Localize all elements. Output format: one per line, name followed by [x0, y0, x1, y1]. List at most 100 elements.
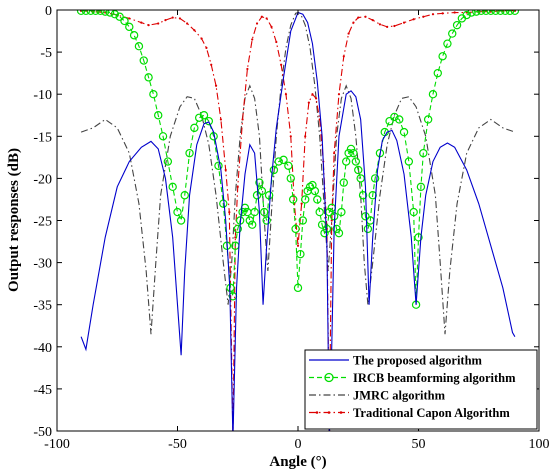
data-point-marker — [332, 224, 341, 234]
data-point-marker — [125, 22, 134, 32]
data-point-marker — [371, 19, 374, 22]
legend-entry-label: Traditional Capon Algorithm — [353, 406, 510, 420]
series-line — [81, 10, 515, 305]
data-point-marker — [486, 10, 495, 16]
data-point-marker — [402, 21, 406, 24]
data-point-marker — [342, 157, 351, 166]
data-point-marker — [157, 22, 160, 25]
data-point-marker — [347, 32, 350, 35]
data-point-marker — [186, 22, 189, 25]
data-point-marker — [176, 216, 186, 225]
legend-entry-label: The proposed algorithm — [353, 354, 483, 368]
data-point-marker — [320, 228, 329, 238]
data-point-marker — [423, 115, 433, 124]
data-point-marker — [194, 113, 204, 122]
data-point-marker — [496, 10, 505, 16]
series-line — [80, 11, 516, 431]
y-tick-label: -50 — [33, 425, 52, 440]
data-point-marker — [296, 244, 300, 247]
data-point-marker — [270, 25, 273, 28]
data-point-marker — [352, 21, 355, 24]
data-point-marker — [139, 56, 148, 65]
data-point-marker — [310, 186, 320, 196]
data-point-marker — [386, 25, 389, 28]
legend-marker — [324, 372, 334, 383]
data-point-marker — [443, 39, 452, 48]
data-point-marker — [200, 37, 203, 40]
y-axis-ticks: 0 -5 -10 -15 -20 -25 -30 -35 -40 -45 -50 — [33, 4, 539, 440]
data-point-marker — [357, 16, 360, 19]
x-tick-label: 0 — [295, 437, 302, 452]
data-point-marker — [337, 93, 341, 96]
data-point-marker — [255, 22, 259, 25]
data-point-marker — [351, 157, 361, 166]
data-point-marker — [481, 10, 491, 16]
data-point-marker — [304, 135, 307, 138]
data-point-marker — [342, 55, 345, 58]
y-tick-label: 0 — [45, 4, 52, 19]
data-point-marker — [251, 38, 254, 41]
data-point-marker — [333, 152, 336, 155]
data-point-marker — [399, 127, 409, 137]
data-point-marker — [234, 236, 237, 239]
data-point-marker — [300, 202, 303, 205]
y-tick-label: -30 — [33, 257, 52, 272]
data-point-marker — [233, 224, 242, 234]
data-point-marker — [246, 67, 249, 71]
legend: The proposed algorithm IRCB beamforming a… — [304, 349, 538, 430]
data-point-marker — [134, 42, 144, 51]
data-point-marker — [416, 182, 426, 192]
data-point-marker — [378, 23, 382, 26]
data-point-marker — [452, 20, 462, 30]
data-point-marker — [110, 10, 120, 19]
data-point-marker — [224, 168, 227, 172]
legend-marker — [339, 411, 343, 414]
data-point-marker — [173, 207, 182, 217]
data-point-marker — [129, 31, 139, 40]
data-point-marker — [274, 157, 283, 166]
data-point-marker — [260, 15, 263, 18]
data-point-marker — [147, 24, 150, 27]
y-tick-label: -40 — [33, 341, 52, 356]
data-point-marker — [144, 73, 153, 82]
data-point-marker — [412, 18, 415, 21]
data-point-marker — [344, 148, 353, 158]
data-point-marker — [214, 161, 223, 170]
x-tick-label: -100 — [44, 437, 70, 452]
data-point-marker — [286, 174, 295, 183]
data-point-marker — [501, 10, 510, 16]
data-point-marker — [168, 182, 177, 192]
data-point-marker — [298, 216, 308, 225]
data-point-marker — [260, 207, 269, 217]
data-point-marker — [241, 118, 244, 121]
data-point-marker — [307, 101, 310, 104]
y-tick-label: -5 — [40, 46, 52, 61]
data-point-marker — [349, 148, 358, 158]
data-point-marker — [178, 17, 182, 20]
data-point-marker — [232, 438, 234, 440]
data-point-marker — [395, 115, 404, 124]
legend-entry-label: IRCB beamforming algorithm — [353, 371, 516, 385]
y-tick-label: -10 — [33, 88, 52, 103]
data-point-marker — [226, 283, 235, 293]
series-1 — [76, 10, 520, 309]
data-point-marker — [419, 148, 428, 158]
data-point-marker — [128, 17, 131, 20]
data-point-marker — [280, 63, 283, 66]
legend-marker — [327, 411, 331, 414]
y-tick-label: -15 — [33, 130, 52, 145]
data-point-marker — [76, 10, 86, 16]
data-point-marker — [334, 228, 344, 238]
data-point-marker — [284, 161, 293, 170]
y-tick-label: -20 — [33, 172, 52, 187]
data-point-marker — [510, 10, 520, 16]
data-point-marker — [337, 207, 346, 217]
data-point-marker — [214, 84, 218, 87]
data-point-marker — [311, 93, 314, 96]
data-point-marker — [433, 68, 442, 78]
data-point-marker — [409, 207, 418, 217]
data-point-marker — [154, 111, 163, 120]
data-point-marker — [505, 10, 515, 16]
data-point-marker — [448, 29, 457, 38]
data-point-marker — [245, 216, 254, 225]
